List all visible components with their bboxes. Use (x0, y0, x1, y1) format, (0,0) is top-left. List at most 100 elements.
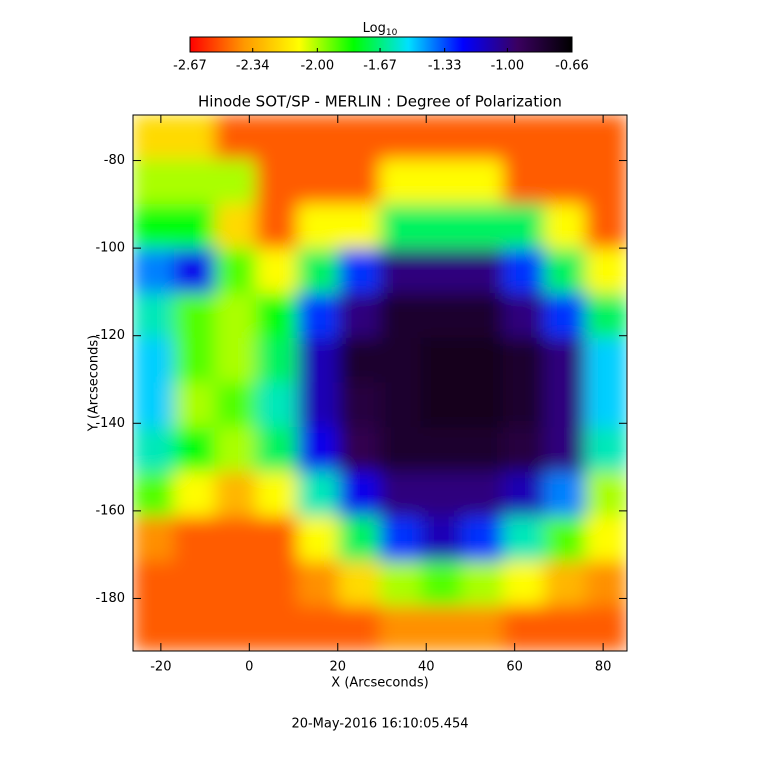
heatmap-cell (544, 382, 587, 429)
heatmap-cell (585, 516, 627, 563)
heatmap-cell (214, 293, 257, 339)
heatmap-cell (379, 605, 422, 651)
heatmap-cell (503, 115, 546, 161)
heatmap-cell (297, 605, 340, 651)
x-tick-label: -20 (150, 660, 171, 675)
heatmap-cell (173, 337, 216, 384)
heatmap-cell (461, 203, 504, 250)
y-axis-label: Y (Arcseconds) (87, 335, 102, 432)
heatmap-cell (544, 427, 587, 473)
heatmap-cell (256, 516, 299, 563)
heatmap-cell (297, 248, 340, 295)
heatmap-cell (379, 248, 422, 295)
heatmap-cell (256, 605, 299, 651)
heatmap-cell (544, 337, 587, 384)
heatmap-cell (461, 159, 504, 205)
heatmap-cell (544, 115, 587, 161)
heatmap-cell (256, 382, 299, 429)
heatmap-cell (338, 203, 381, 250)
heatmap-cell (173, 203, 216, 250)
heatmap-cell (544, 561, 587, 607)
heatmap-cell (585, 471, 627, 518)
heatmap-cell (503, 427, 546, 473)
heatmap-cell (544, 203, 587, 250)
heatmap-cell (173, 605, 216, 651)
x-tick-label: 20 (329, 660, 346, 675)
heatmap-cell (585, 337, 627, 384)
heatmap-cell (420, 115, 463, 161)
heatmap-cell (585, 248, 627, 295)
heatmap-cell (133, 248, 175, 295)
heatmap-cell (173, 471, 216, 518)
colorbar-label: Log10 (363, 21, 398, 38)
heatmap-cell (133, 115, 175, 161)
heatmap-cells (133, 115, 627, 651)
colorbar-tick-label: -2.00 (301, 59, 335, 74)
y-tick-label: -120 (95, 328, 125, 343)
colorbar-tick-label: -0.66 (555, 59, 589, 74)
heatmap-cell (256, 115, 299, 161)
heatmap-cell (297, 293, 340, 339)
heatmap-cell (297, 561, 340, 607)
heatmap-cell (214, 382, 257, 429)
x-tick-label: 0 (245, 660, 253, 675)
heatmap-cell (544, 248, 587, 295)
heatmap-cell (461, 427, 504, 473)
heatmap-cell (461, 337, 504, 384)
colorbar-tick-label: -2.67 (173, 59, 207, 74)
colorbar-tick-label: -1.00 (491, 59, 525, 74)
heatmap-cell (173, 159, 216, 205)
heatmap-cell (544, 293, 587, 339)
heatmap-cell (461, 561, 504, 607)
heatmap-cell (256, 159, 299, 205)
heatmap-cell (461, 471, 504, 518)
heatmap-cell (585, 159, 627, 205)
heatmap-cell (379, 115, 422, 161)
heatmap-cell (503, 159, 546, 205)
heatmap-cell (379, 427, 422, 473)
heatmap-cell (297, 159, 340, 205)
x-axis-label: X (Arcseconds) (331, 676, 428, 691)
heatmap-cell (256, 248, 299, 295)
y-tick-label: -140 (95, 416, 125, 431)
heatmap-cell (133, 293, 175, 339)
heatmap-cell (503, 605, 546, 651)
heatmap-cell (503, 337, 546, 384)
heatmap-cell (379, 159, 422, 205)
heatmap-cell (133, 561, 175, 607)
heatmap-cell (297, 203, 340, 250)
heatmap-cell (338, 293, 381, 339)
heatmap-cell (173, 382, 216, 429)
heatmap-cell (256, 337, 299, 384)
heatmap-cell (544, 159, 587, 205)
heatmap-cell (297, 427, 340, 473)
colorbar (189, 36, 573, 53)
heatmap-cell (133, 516, 175, 563)
heatmap-cell (503, 293, 546, 339)
heatmap-cell (379, 337, 422, 384)
heatmap-cell (133, 337, 175, 384)
heatmap-cell (173, 293, 216, 339)
heatmap-cell (297, 471, 340, 518)
heatmap-cell (297, 382, 340, 429)
heatmap-cell (173, 427, 216, 473)
heatmap-cell (214, 203, 257, 250)
heatmap-cell (585, 293, 627, 339)
heatmap-cell (461, 248, 504, 295)
y-tick-label: -100 (95, 241, 125, 256)
heatmap-cell (214, 159, 257, 205)
heatmap-cell (338, 471, 381, 518)
heatmap-cell (420, 561, 463, 607)
heatmap-cell (585, 115, 627, 161)
heatmap-cell (420, 427, 463, 473)
heatmap-cell (214, 561, 257, 607)
plot-frame (132, 114, 628, 652)
heatmap-cell (585, 427, 627, 473)
heatmap-cell (214, 516, 257, 563)
heatmap-cell (420, 605, 463, 651)
heatmap-cell (338, 382, 381, 429)
heatmap-cell (214, 427, 257, 473)
heatmap-cell (256, 203, 299, 250)
heatmap-cell (133, 382, 175, 429)
